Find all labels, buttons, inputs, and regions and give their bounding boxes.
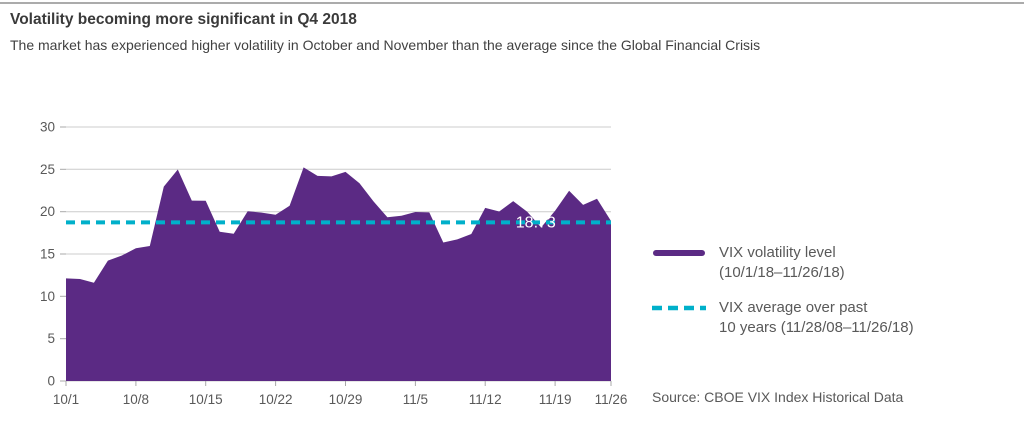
x-tick-label: 10/29 bbox=[329, 392, 363, 407]
solid-line-swatch-icon bbox=[653, 250, 705, 256]
average-value-label: 18.73 bbox=[516, 214, 556, 231]
top-divider bbox=[0, 2, 1024, 4]
legend-line: VIX average over past bbox=[719, 299, 868, 316]
x-tick-label: 11/19 bbox=[539, 392, 572, 407]
legend-label-vix-level: VIX volatility level (10/1/18–11/26/18) bbox=[719, 243, 845, 283]
y-tick-label: 25 bbox=[40, 162, 55, 177]
chart-legend: VIX volatility level (10/1/18–11/26/18) … bbox=[652, 243, 914, 353]
page-title: Volatility becoming more significant in … bbox=[10, 11, 357, 28]
legend-line: (10/1/18–11/26/18) bbox=[719, 264, 845, 281]
x-tick-label: 11/26 bbox=[595, 392, 628, 407]
vix-area-chart: 0 5 10 15 20 25 30 18.73 10/1 10/8 10/15 10/22 10/29… bbox=[40, 120, 628, 408]
vix-area-series bbox=[66, 167, 611, 381]
legend-line: VIX volatility level bbox=[719, 244, 836, 261]
source-note: Source: CBOE VIX Index Historical Data bbox=[652, 389, 904, 405]
legend-label-vix-average: VIX average over past 10 years (11/28/08… bbox=[719, 298, 914, 338]
dashed-line-swatch-icon bbox=[652, 305, 706, 311]
y-tick-label: 5 bbox=[47, 331, 55, 346]
x-tick-label: 10/15 bbox=[189, 392, 223, 407]
y-tick-label: 30 bbox=[40, 120, 55, 135]
x-tick-label: 10/1 bbox=[53, 392, 79, 407]
y-tick-label: 0 bbox=[47, 374, 55, 389]
legend-line: 10 years (11/28/08–11/26/18) bbox=[719, 319, 914, 336]
y-tick-label: 10 bbox=[40, 289, 55, 304]
y-tick-label: 15 bbox=[40, 247, 55, 262]
page-subtitle: The market has experienced higher volati… bbox=[10, 37, 761, 53]
x-tick-label: 10/8 bbox=[123, 392, 149, 407]
x-tick-label: 11/5 bbox=[403, 392, 428, 407]
legend-item-vix-level: VIX volatility level (10/1/18–11/26/18) bbox=[652, 243, 914, 283]
legend-item-vix-average: VIX average over past 10 years (11/28/08… bbox=[652, 298, 914, 338]
x-tick-label: 11/12 bbox=[469, 392, 502, 407]
x-tick-label: 10/22 bbox=[259, 392, 293, 407]
y-tick-label: 20 bbox=[40, 204, 55, 219]
